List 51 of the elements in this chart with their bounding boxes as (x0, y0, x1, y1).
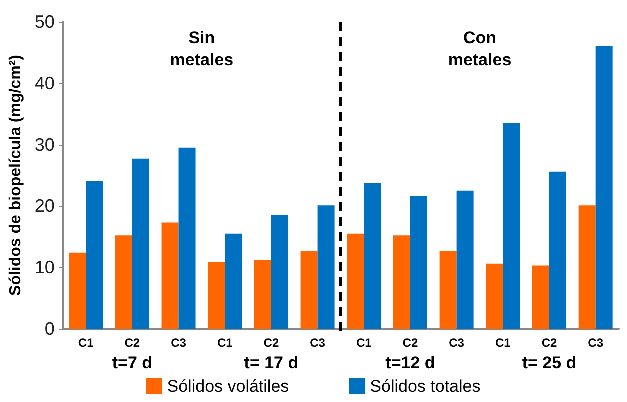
x-tick-label: C2 (402, 336, 418, 350)
y-tick-label: 0 (44, 319, 55, 339)
bar (549, 172, 566, 329)
x-tick-label: C1 (217, 336, 234, 350)
bar (318, 206, 335, 329)
bar (69, 252, 86, 329)
bar (578, 206, 596, 329)
bar (225, 234, 242, 329)
legend-label: Sólidos volátiles (167, 377, 290, 396)
bar (300, 251, 318, 329)
x-tick-label: C2 (542, 336, 558, 350)
bar (115, 236, 132, 329)
legend-label: Sólidos totales (370, 377, 481, 396)
annotation: Con metales (448, 28, 512, 70)
x-tick-label: C1 (78, 336, 94, 350)
bar (532, 266, 550, 329)
annotation: Sin metales (170, 28, 234, 70)
bar (393, 236, 410, 329)
x-tick-label: C3 (449, 336, 465, 350)
bar (254, 260, 272, 329)
bar (364, 183, 382, 329)
x-tick-label: C2 (264, 336, 280, 350)
y-tick-label: 40 (34, 73, 55, 94)
y-axis-title: Sólidos de biopelícula (mg/cm²) (8, 55, 24, 296)
text: t=7 d (112, 354, 153, 372)
bar (162, 222, 179, 329)
bar (178, 148, 196, 329)
text: t= 17 d (244, 354, 299, 372)
y-tick-label: 30 (34, 134, 55, 155)
x-tick-label: C3 (588, 336, 604, 350)
bar (86, 181, 104, 329)
y-tick-label: 50 (34, 12, 55, 32)
bar (347, 234, 364, 329)
bar (271, 215, 288, 329)
x-tick-label: C1 (495, 336, 512, 350)
bar (503, 123, 520, 329)
bar (440, 251, 457, 329)
text: t= 25 d (522, 354, 577, 372)
x-tick-label: C1 (356, 336, 372, 350)
text: t=12 d (386, 354, 436, 372)
x-tick-label: C3 (171, 336, 187, 350)
y-tick-label: 20 (34, 196, 55, 216)
bar (456, 190, 474, 329)
y-tick-label: 10 (34, 258, 55, 278)
bar (208, 262, 226, 329)
bar (410, 196, 428, 329)
bar (132, 158, 150, 329)
bar (596, 46, 613, 329)
bar (486, 264, 504, 329)
x-tick-label: C3 (310, 336, 326, 350)
x-tick-label: C2 (124, 336, 140, 350)
